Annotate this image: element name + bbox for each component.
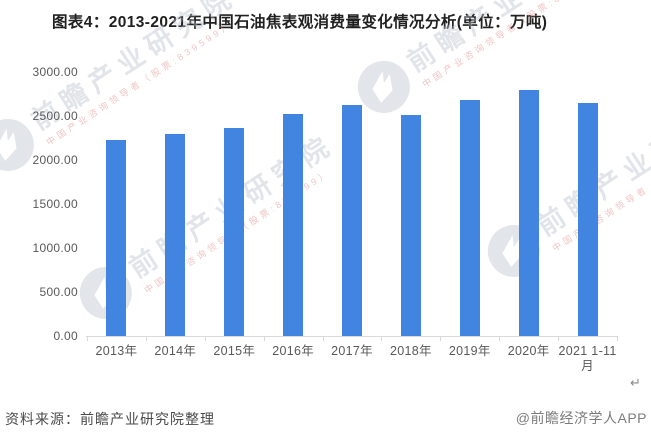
category-slot xyxy=(440,72,499,336)
x-axis-label: 2013年 xyxy=(95,344,138,358)
y-axis: 0.00 500.00 1000.00 1500.00 2000.00 2500.00 30… xyxy=(0,0,78,443)
bar-2020年 xyxy=(518,89,539,336)
category-slot xyxy=(264,72,323,336)
x-axis-tick xyxy=(145,337,147,341)
x-axis-label: 2016年 xyxy=(272,344,315,358)
x-axis-tick xyxy=(204,337,206,341)
x-axis-tick xyxy=(617,337,618,341)
x-axis-label: 2020年 xyxy=(507,344,550,358)
category-slot xyxy=(205,72,264,336)
bar-2013年 xyxy=(106,139,127,336)
x-axis: 2013年 2014年 2015年 2016年 2017年 2018年 2019年 2020年… xyxy=(87,344,617,374)
chart-title: 图表4：2013-2021年中国石油焦表观消费量变化情况分析(单位：万吨) xyxy=(52,14,548,31)
paragraph-return-icon: ↵ xyxy=(630,375,641,390)
y-axis-label: 3000.00 xyxy=(32,65,78,79)
y-axis-label: 1000.00 xyxy=(32,241,78,255)
x-axis-line xyxy=(86,336,618,337)
y-axis-label: 0.00 xyxy=(53,329,78,343)
bar-2021 1-11月 xyxy=(577,103,598,336)
y-axis-label: 2000.00 xyxy=(32,153,78,167)
x-axis-tick xyxy=(440,337,442,341)
category-slot xyxy=(323,72,382,336)
bar-2018年 xyxy=(400,114,421,336)
bar-2017年 xyxy=(342,105,362,336)
x-axis-tick xyxy=(263,337,265,341)
category-slot xyxy=(558,72,617,336)
category-slot xyxy=(87,72,146,336)
x-axis-label: 2021 1-11月 xyxy=(558,344,617,373)
credit-note: @前瞻经济学人APP xyxy=(515,410,647,426)
category-slot xyxy=(146,72,205,336)
bar-2015年 xyxy=(224,128,245,336)
category-slot xyxy=(381,72,440,336)
bar-2019年 xyxy=(459,99,480,336)
plot-area xyxy=(87,72,617,336)
x-axis-label: 2017年 xyxy=(331,344,373,358)
x-axis-tick xyxy=(322,337,324,341)
category-slot xyxy=(499,72,558,336)
x-axis-label: 2014年 xyxy=(154,344,197,358)
source-note: 资料来源：前瞻产业研究院整理 xyxy=(5,411,215,427)
x-axis-tick xyxy=(558,337,560,341)
bar-2016年 xyxy=(283,113,304,336)
y-axis-label: 2500.00 xyxy=(32,109,78,123)
x-axis-label: 2019年 xyxy=(448,344,491,358)
x-axis-tick xyxy=(87,337,88,341)
y-axis-label: 500.00 xyxy=(39,285,78,299)
x-axis-label: 2015年 xyxy=(213,344,256,358)
x-axis-tick xyxy=(381,337,383,341)
x-axis-label: 2018年 xyxy=(389,344,432,358)
bar-2014年 xyxy=(165,133,186,336)
x-axis-tick xyxy=(499,337,501,341)
y-axis-label: 1500.00 xyxy=(32,197,78,211)
